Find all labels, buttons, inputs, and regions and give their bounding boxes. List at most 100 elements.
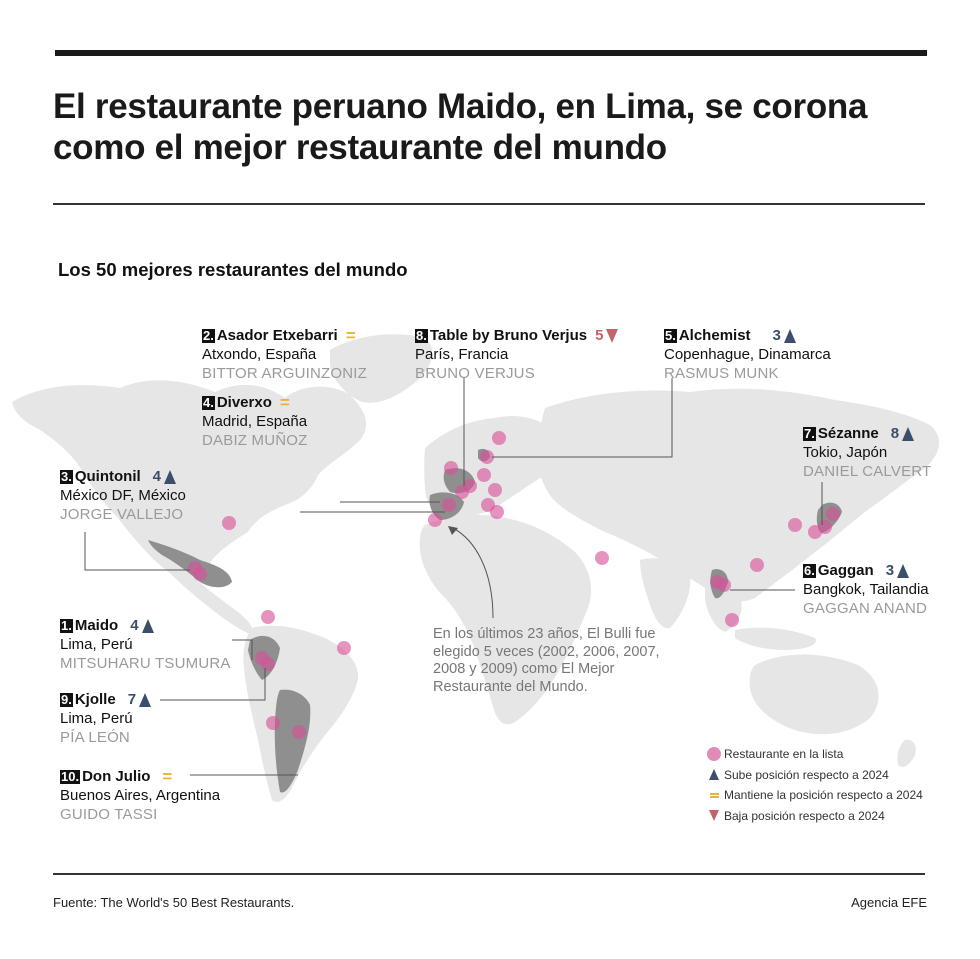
restaurant-name: Alchemist — [678, 327, 751, 344]
rank-badge: 2. — [202, 327, 215, 343]
bulli-arrow-head — [448, 526, 458, 535]
trend-value: 7 — [127, 691, 137, 708]
legend: Restaurante en la lista Sube posición re… — [704, 744, 923, 826]
entry-table-by-bruno-verjus: 8. Table by Bruno Verjus 5 París, Francia … — [415, 326, 619, 383]
restaurant-dot — [442, 498, 456, 512]
restaurant-dots — [188, 431, 840, 739]
leader-bulli — [452, 527, 494, 619]
entry-don-julio: 10. Don Julio = Buenos Aires, Argentina GU… — [60, 767, 220, 824]
leader-lines — [84, 378, 823, 776]
asia — [537, 388, 940, 602]
trend-indicator: 3 — [773, 326, 796, 345]
restaurant-dot — [750, 558, 764, 572]
restaurant-place: Copenhague, Dinamarca — [664, 346, 831, 363]
greenland — [330, 334, 433, 403]
restaurant-place: Madrid, España — [202, 413, 308, 430]
legend-item: Baja posición respecto a 2024 — [704, 806, 923, 827]
source-note: Fuente: The World's 50 Best Restaurants. — [53, 895, 295, 910]
southeast-asia — [705, 574, 816, 650]
chef-name: DABIZ MUÑOZ — [202, 432, 308, 449]
leader-maido — [232, 639, 253, 660]
restaurant-dot — [826, 507, 840, 521]
north-america — [12, 380, 367, 585]
restaurant-dot — [492, 431, 506, 445]
entry-maido: 1. Maido 4 Lima, Perú MITSUHARU TSUMURA — [60, 616, 231, 673]
chef-name: BITTOR ARGUINZONIZ — [202, 365, 367, 382]
footer-divider — [53, 873, 925, 875]
legend-label: Restaurante en la lista — [724, 747, 844, 762]
legend-label: Mantiene la posición respecto a 2024 — [724, 788, 923, 803]
rank-badge: 7. — [803, 425, 816, 441]
entry-kjolle: 9. Kjolle 7 Lima, Perú PÍA LEÓN — [60, 690, 152, 747]
subtitle: Los 50 mejores restaurantes del mundo — [58, 259, 408, 280]
triangle-up-icon — [139, 692, 152, 707]
restaurant-dot — [428, 513, 442, 527]
trend-value: 4 — [152, 468, 162, 485]
headline-divider — [53, 203, 925, 205]
credit: Agencia EFE — [851, 895, 927, 910]
top-bar — [55, 50, 927, 56]
triangle-up-icon — [164, 469, 177, 484]
restaurant-dot — [480, 450, 494, 464]
leader-alchemist — [492, 378, 673, 458]
restaurant-dot — [261, 610, 275, 624]
restaurant-dot — [261, 657, 275, 671]
restaurant-dot — [488, 483, 502, 497]
restaurant-dot — [455, 485, 469, 499]
africa — [419, 514, 592, 725]
restaurant-place: Lima, Perú — [60, 636, 133, 653]
legend-label: Sube posición respecto a 2024 — [724, 767, 889, 782]
rank-badge: 9. — [60, 691, 73, 707]
trend-indicator: 7 — [127, 690, 152, 709]
chef-name: JORGE VALLEJO — [60, 506, 184, 523]
restaurant-dot — [725, 613, 739, 627]
australia — [749, 654, 879, 735]
restaurant-place: Atxondo, España — [202, 346, 317, 363]
restaurant-dot — [595, 551, 609, 565]
trend-indicator: 4 — [130, 616, 154, 635]
rank-badge: 5. — [664, 327, 677, 343]
chef-name: GAGGAN ANAND — [803, 600, 928, 617]
restaurant-place: Lima, Perú — [60, 710, 133, 727]
entry-asador-etxebarri: 2. Asador Etxebarri = Atxondo, España BITT… — [202, 326, 367, 383]
trend-indicator: 8 — [891, 424, 915, 443]
trend-indicator: 4 — [152, 467, 177, 486]
rank-badge: 1. — [60, 617, 73, 633]
triangle-up-icon — [902, 426, 915, 441]
chef-name: BRUNO VERJUS — [415, 365, 535, 382]
restaurant-name: Quintonil — [74, 468, 141, 485]
restaurant-dot — [292, 725, 306, 739]
restaurant-dot — [266, 716, 280, 730]
legend-item: Mantiene la posición respecto a 2024 — [704, 785, 923, 806]
equal-icon: = — [345, 326, 356, 345]
restaurant-dot — [477, 468, 491, 482]
entry-sezanne: 7. Sézanne 8 Tokio, Japón DANIEL CALVERT — [803, 424, 931, 481]
restaurant-name: Maido — [74, 617, 119, 634]
restaurant-name: Sézanne — [817, 425, 879, 442]
trend-value: 3 — [885, 562, 895, 579]
entry-alchemist: 5. Alchemist 3 Copenhague, Dinamarca RASMU… — [664, 326, 831, 383]
triangle-down-icon — [606, 328, 619, 343]
restaurant-dot — [337, 641, 351, 655]
legend-item: Sube posición respecto a 2024 — [704, 765, 923, 786]
trend-value: 5 — [595, 327, 604, 344]
restaurant-dot — [193, 567, 207, 581]
entry-diverxo: 4. Diverxo = Madrid, España DABIZ MUÑOZ — [202, 393, 308, 450]
land-masses — [12, 334, 940, 802]
restaurant-place: México DF, México — [60, 487, 186, 504]
rank-badge: 8. — [415, 327, 428, 343]
chef-name: GUIDO TASSI — [60, 806, 158, 823]
restaurant-dot — [818, 520, 832, 534]
el-bulli-note: En los últimos 23 años, El Bulli fue ele… — [433, 626, 660, 695]
leader-quintonil — [84, 532, 190, 571]
equal-icon — [709, 792, 719, 798]
india — [640, 558, 691, 629]
trend-indicator: 5 — [595, 326, 619, 345]
rank-badge: 4. — [202, 394, 215, 410]
restaurant-name: Gaggan — [817, 562, 874, 579]
restaurant-dot — [490, 505, 504, 519]
argentina — [274, 689, 311, 793]
entry-quintonil: 3. Quintonil 4 México DF, México JORGE VAL… — [60, 467, 186, 524]
headline: El restaurante peruano Maido, en Lima, s… — [53, 87, 868, 167]
restaurant-name: Table by Bruno Verjus — [429, 327, 588, 344]
